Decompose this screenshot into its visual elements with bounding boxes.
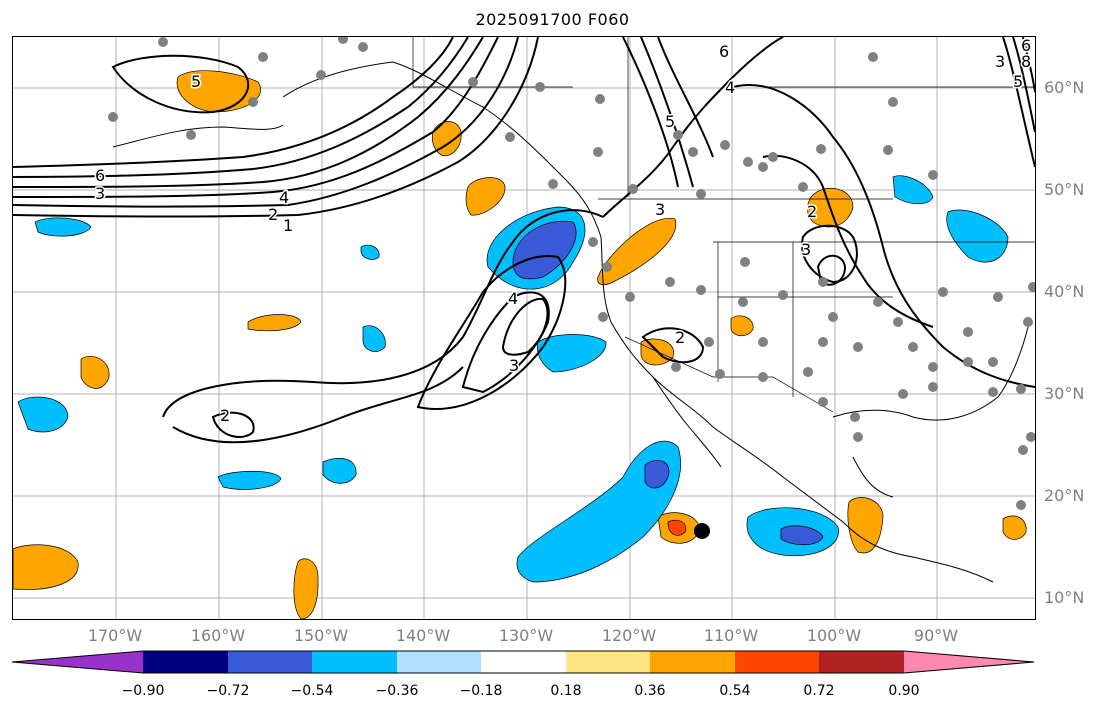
colorbar-segment (819, 651, 904, 673)
station-dots (108, 37, 1035, 510)
darkblue-region-ep2 (780, 525, 824, 546)
colorbar-tick: −0.18 (459, 683, 503, 699)
contour-label: 5 (191, 72, 201, 91)
contour-label: 4 (508, 289, 518, 308)
lon-label-100w: 100°W (806, 626, 862, 645)
orange-region-mexico (847, 497, 884, 554)
blue-region-small (362, 325, 386, 352)
colorbar-segment (12, 651, 143, 673)
colorbar-segment (904, 651, 1034, 673)
lat-label-40n: 40°N (1044, 282, 1085, 301)
map-panel: 6 3 4 2 1 5 2 3 4 3 2 5 6 4 3 2 3 5 6 8 (12, 36, 1036, 620)
orange-region-small2 (247, 314, 302, 332)
borders (412, 37, 1035, 413)
map-title: 2025091700 F060 (475, 10, 630, 29)
contour-lines (13, 37, 1035, 444)
lon-label-130w: 130°W (498, 626, 554, 645)
coastlines (112, 61, 1029, 583)
map-canvas: 6 3 4 2 1 5 2 3 4 3 2 5 6 4 3 2 3 5 6 8 (13, 37, 1035, 619)
contour-label: 5 (1013, 72, 1023, 91)
colorbar-tick: −0.54 (290, 683, 334, 699)
lon-label-150w: 150°W (293, 626, 349, 645)
orange-region-offshore (465, 177, 506, 216)
orange-region-oregon (597, 217, 677, 286)
anomaly-shading (13, 70, 1027, 619)
lon-label-170w: 170°W (87, 626, 143, 645)
contour-label: 2 (675, 328, 685, 347)
contour-label: 6 (95, 166, 105, 185)
orange-region-nm (730, 315, 754, 337)
red-region-ep1 (667, 519, 687, 536)
orange-region-small1 (80, 355, 110, 389)
contour-label: 6 (719, 42, 729, 61)
lon-label-90w: 90°W (913, 626, 959, 645)
colorbar-tick: 0.18 (550, 683, 582, 699)
contour-label: 2 (220, 406, 230, 425)
lat-label-50n: 50°N (1044, 180, 1085, 199)
darkblue-region-ep-tropics (644, 460, 670, 489)
blue-region-small2 (360, 244, 380, 260)
contour-label: 3 (995, 52, 1005, 71)
orange-region-hawaii-s (293, 558, 319, 619)
lon-label-140w: 140°W (395, 626, 451, 645)
blue-region-socal (536, 334, 607, 373)
colorbar-segment (735, 651, 819, 673)
blue-region-hawaii (217, 470, 282, 490)
blue-region-great-lakes (946, 209, 1009, 263)
colorbar-segment (397, 651, 481, 673)
orange-region-gulf-ak (431, 121, 462, 157)
black-marker (694, 523, 710, 539)
contour-label: 3 (95, 184, 105, 203)
blue-region-west1 (34, 217, 92, 237)
contour-label: 3 (509, 356, 519, 375)
colorbar-tick: −0.36 (375, 683, 419, 699)
contour-label-group: 6 3 4 2 1 5 2 3 4 3 2 5 6 4 3 2 3 5 6 8 (94, 37, 1033, 427)
contour-label: 6 (1021, 37, 1031, 55)
colorbar-tick: 0.54 (719, 683, 751, 699)
contour-label: 8 (1021, 52, 1031, 71)
colorbar (11, 650, 1035, 674)
lat-label-10n: 10°N (1044, 588, 1085, 607)
blue-region-canada (892, 175, 934, 205)
colorbar-tick: 0.72 (803, 683, 835, 699)
contour-label: 5 (665, 112, 675, 131)
colorbar-tick: 0.36 (634, 683, 666, 699)
orange-region-central-am (1002, 515, 1027, 540)
colorbar-tick: −0.90 (121, 683, 165, 699)
lat-label-20n: 20°N (1044, 486, 1085, 505)
colorbar-outline (11, 650, 1035, 674)
blue-region-west3 (322, 457, 357, 484)
contour-label: 4 (725, 78, 735, 97)
blue-region-ep-tropics (516, 440, 681, 583)
contour-label: 1 (283, 216, 293, 235)
lat-label-60n: 60°N (1044, 78, 1085, 97)
contour-label: 2 (807, 202, 817, 221)
contour-label: 2 (268, 205, 278, 224)
blue-region-west2 (17, 396, 69, 433)
lon-label-110w: 110°W (703, 626, 759, 645)
lon-label-160w: 160°W (190, 626, 246, 645)
colorbar-segment (650, 651, 735, 673)
colorbar-segment (566, 651, 650, 673)
colorbar-segment (143, 651, 228, 673)
lat-label-30n: 30°N (1044, 384, 1085, 403)
colorbar-segment (312, 651, 397, 673)
darkblue-region-pacific-nw (512, 220, 577, 280)
colorbar-tick: 0.90 (888, 683, 920, 699)
graticule (13, 37, 1035, 619)
colorbar-segment (481, 651, 566, 673)
contour-label: 4 (279, 188, 289, 207)
lon-label-120w: 120°W (601, 626, 657, 645)
orange-region-alaska (176, 70, 261, 113)
orange-region-sw-pacific (13, 544, 79, 590)
colorbar-tick: −0.72 (206, 683, 250, 699)
contour-label: 3 (801, 240, 811, 259)
contour-label: 3 (655, 200, 665, 219)
colorbar-segment (228, 651, 312, 673)
